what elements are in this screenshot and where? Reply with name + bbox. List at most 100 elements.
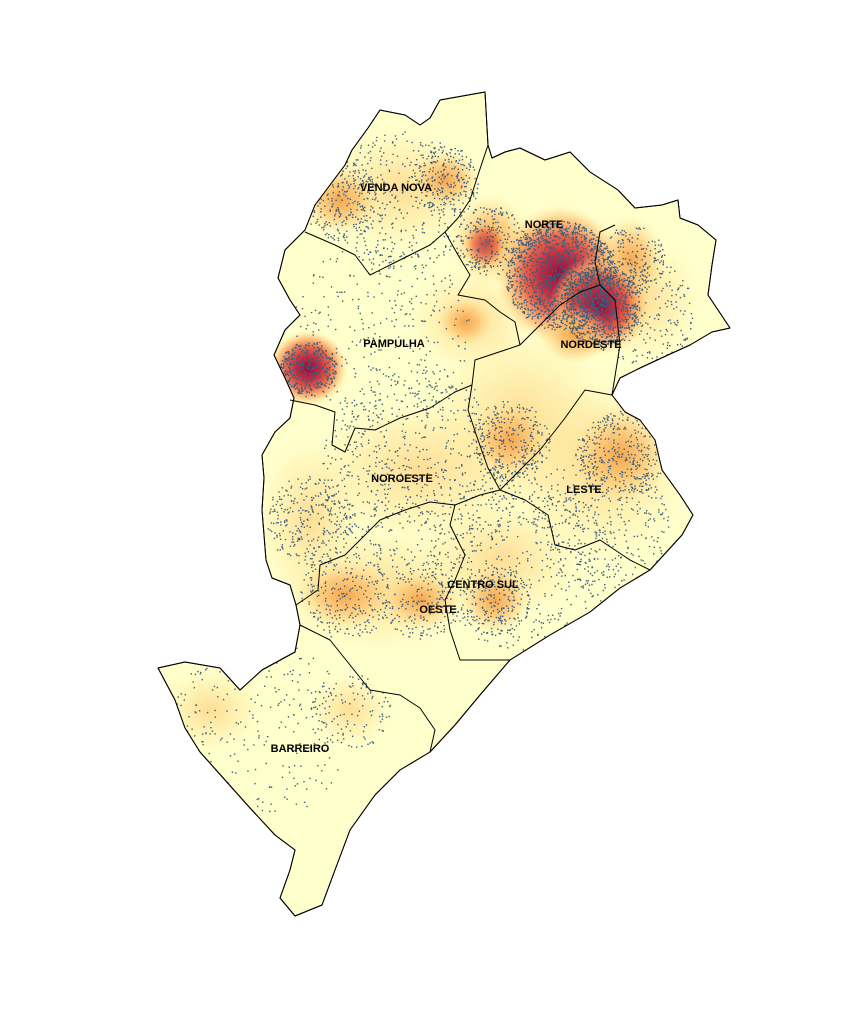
event-point	[430, 606, 433, 608]
event-point	[547, 235, 549, 238]
event-point	[338, 216, 341, 218]
event-point	[443, 177, 445, 179]
event-point	[581, 271, 583, 273]
event-point	[572, 328, 574, 330]
event-point	[461, 149, 463, 152]
event-point	[541, 289, 543, 291]
event-point	[522, 311, 524, 313]
event-point	[654, 244, 657, 246]
event-point	[307, 344, 309, 346]
event-point	[530, 260, 533, 262]
event-point	[381, 178, 384, 181]
event-point	[562, 282, 565, 285]
event-point	[507, 265, 510, 267]
event-point	[474, 620, 476, 622]
event-point	[472, 230, 475, 232]
event-point	[625, 441, 627, 443]
event-point	[609, 270, 611, 272]
event-point	[611, 266, 613, 269]
event-point	[317, 619, 319, 621]
event-point	[392, 153, 394, 156]
event-point	[648, 444, 650, 447]
event-point	[322, 351, 324, 354]
event-point	[487, 407, 489, 409]
event-point	[421, 171, 424, 173]
event-point	[495, 221, 497, 224]
event-point	[522, 473, 524, 475]
event-point	[612, 280, 615, 282]
event-point	[389, 607, 391, 609]
event-point	[310, 223, 312, 225]
event-point	[448, 158, 450, 161]
event-point	[293, 357, 295, 360]
event-point	[431, 162, 433, 165]
event-point	[607, 251, 610, 254]
event-point	[353, 621, 355, 623]
event-point	[575, 257, 577, 259]
event-point	[599, 341, 601, 344]
event-point	[660, 455, 662, 458]
event-point	[453, 214, 456, 216]
event-point	[647, 453, 649, 456]
event-point	[588, 245, 590, 247]
event-point	[582, 310, 584, 312]
event-point	[481, 590, 483, 592]
event-point	[562, 276, 564, 279]
event-point	[488, 589, 491, 592]
event-point	[309, 362, 311, 364]
event-point	[631, 241, 634, 243]
event-point	[357, 170, 360, 172]
event-point	[461, 185, 463, 187]
event-point	[447, 184, 449, 186]
event-point	[469, 164, 471, 166]
event-point	[536, 277, 538, 280]
event-point	[363, 230, 365, 232]
event-point	[611, 448, 613, 450]
event-point	[556, 244, 558, 246]
event-point	[545, 439, 547, 441]
event-point	[316, 609, 318, 612]
event-point	[307, 349, 309, 351]
event-point	[597, 261, 599, 263]
event-point	[463, 164, 466, 167]
event-point	[534, 240, 536, 242]
event-point	[289, 363, 292, 365]
event-point	[610, 256, 613, 258]
event-point	[607, 277, 610, 279]
event-point	[569, 309, 571, 311]
event-point	[577, 289, 579, 292]
event-point	[586, 310, 588, 312]
event-point	[618, 428, 621, 430]
event-point	[356, 562, 358, 564]
event-point	[636, 289, 638, 291]
event-point	[294, 388, 297, 390]
event-point	[524, 266, 526, 269]
event-point	[658, 251, 660, 253]
event-point	[642, 279, 644, 281]
event-point	[457, 168, 459, 170]
event-point	[449, 191, 452, 194]
event-point	[291, 374, 294, 376]
event-point	[558, 253, 561, 255]
event-point	[623, 302, 625, 305]
event-point	[567, 278, 570, 280]
event-point	[574, 266, 577, 268]
event-point	[559, 237, 561, 240]
event-point	[574, 262, 577, 264]
event-point	[425, 194, 427, 197]
event-point	[629, 259, 631, 261]
event-point	[586, 285, 588, 287]
event-point	[518, 244, 520, 246]
event-point	[620, 490, 622, 492]
event-point	[358, 607, 361, 609]
event-point	[440, 170, 442, 173]
event-point	[552, 270, 554, 273]
event-point	[492, 570, 494, 573]
event-point	[640, 482, 642, 485]
event-point	[541, 291, 544, 293]
event-point	[319, 185, 321, 187]
event-point	[336, 600, 338, 602]
event-point	[295, 383, 297, 385]
event-point	[525, 304, 528, 307]
event-point	[598, 273, 601, 275]
